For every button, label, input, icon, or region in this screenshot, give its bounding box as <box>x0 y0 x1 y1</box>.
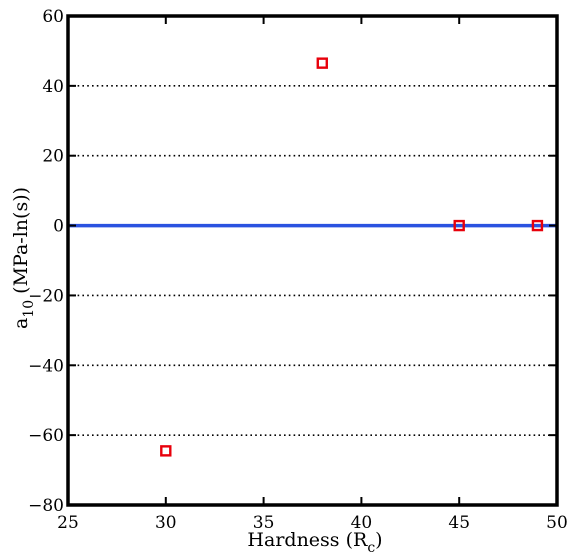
y-tick-label: 20 <box>42 147 64 167</box>
y-ticks: −80 −60 −40 −20 0 20 40 60 <box>28 7 557 516</box>
x-tick-label: 50 <box>546 513 568 533</box>
plot-frame <box>66 14 559 507</box>
x-tick-label: 30 <box>155 513 177 533</box>
data-point-marker <box>453 219 465 232</box>
x-tick-label: 40 <box>351 513 373 533</box>
y-tick-label: −60 <box>28 426 64 446</box>
x-tick-label: 35 <box>253 513 275 533</box>
y-grid-lines <box>68 85 557 436</box>
x-tick-label: 25 <box>57 513 79 533</box>
x-axis-label: Hardness (Rc) <box>247 529 382 556</box>
x-ticks: 25 30 35 40 45 50 <box>57 16 568 533</box>
data-point-marker <box>160 445 172 457</box>
data-point-marker <box>316 57 328 69</box>
x-tick-label: 45 <box>448 513 470 533</box>
scatter-markers <box>160 57 544 457</box>
y-tick-label: 0 <box>53 217 64 237</box>
y-axis-label: a10 (MPa-ln(s)) <box>10 187 37 329</box>
y-tick-label: 40 <box>42 77 64 97</box>
y-tick-label: −20 <box>28 286 64 306</box>
data-point-marker <box>531 219 544 232</box>
y-tick-label: −40 <box>28 356 64 376</box>
y-tick-label: −80 <box>28 496 64 516</box>
y-tick-label: 60 <box>42 7 64 27</box>
